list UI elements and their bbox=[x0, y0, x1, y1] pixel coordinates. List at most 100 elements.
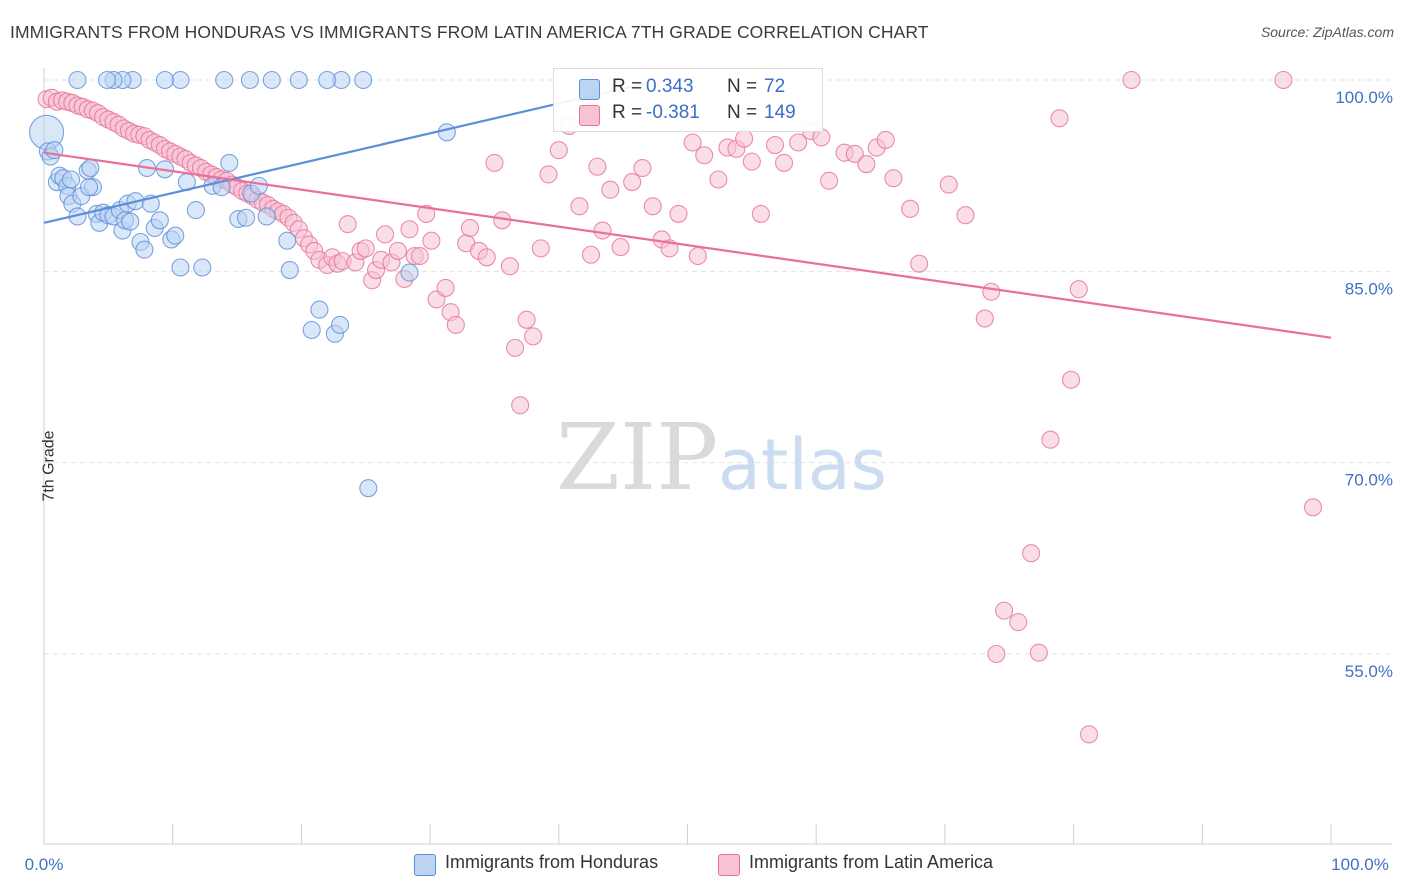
honduras-point bbox=[166, 226, 185, 245]
r-label: R = bbox=[612, 76, 643, 97]
correlation-legend: R = 0.343 N = 72 R = -0.381 N = 149 bbox=[553, 68, 823, 132]
honduras-point bbox=[171, 70, 190, 90]
tick-labels: 100.0% 85.0% 70.0% 55.0% 0.0% 100.0% bbox=[25, 88, 1393, 874]
latin-america-point bbox=[400, 220, 419, 239]
honduras-point bbox=[98, 70, 117, 90]
source-label: Source: ZipAtlas.com bbox=[1260, 24, 1394, 40]
honduras-point bbox=[359, 479, 378, 498]
latin-america-point bbox=[910, 254, 929, 273]
latin-america-point bbox=[901, 199, 920, 218]
honduras-point bbox=[354, 70, 373, 90]
latin-america-point bbox=[1061, 370, 1081, 389]
axes bbox=[43, 68, 1392, 845]
legend-row-honduras: R = 0.343 N = 72 bbox=[554, 75, 822, 101]
latin-america-point bbox=[742, 152, 761, 171]
r-value: 0.343 bbox=[646, 76, 694, 97]
latin-america-point bbox=[1041, 430, 1060, 449]
latin-america-point bbox=[539, 165, 558, 184]
latin-america-point bbox=[1009, 613, 1028, 632]
honduras-point bbox=[186, 201, 205, 220]
latin-america-point bbox=[820, 171, 839, 190]
r-value: -0.381 bbox=[646, 102, 700, 123]
latin-america-point bbox=[388, 241, 407, 260]
latin-america-point bbox=[751, 204, 770, 223]
latin-america-point bbox=[601, 180, 620, 199]
honduras-point bbox=[289, 70, 308, 90]
grid-lines bbox=[44, 79, 1392, 655]
latin-america-point bbox=[338, 215, 357, 234]
legend-swatch-blue bbox=[579, 79, 600, 100]
latin-america-point bbox=[356, 239, 375, 258]
honduras-point bbox=[400, 263, 419, 282]
latin-america-point bbox=[410, 246, 429, 266]
n-value: 149 bbox=[764, 102, 796, 123]
latin-america-point bbox=[688, 246, 707, 266]
latin-america-point bbox=[857, 155, 876, 174]
honduras-point bbox=[240, 70, 259, 90]
honduras-point bbox=[237, 208, 256, 227]
latin-america-point bbox=[593, 221, 612, 240]
honduras-point bbox=[150, 211, 169, 230]
latin-america-point bbox=[709, 170, 728, 189]
n-label: N = bbox=[727, 102, 758, 123]
honduras-point bbox=[193, 258, 212, 277]
latin-america-point bbox=[1029, 643, 1048, 662]
legend-row-latin-america: R = -0.381 N = 149 bbox=[554, 101, 822, 127]
latin-america-point bbox=[1079, 725, 1099, 744]
honduras-point bbox=[61, 170, 81, 189]
latin-america-point bbox=[422, 231, 441, 250]
latin-america-point bbox=[417, 204, 436, 223]
honduras-point bbox=[155, 70, 175, 90]
y-tick-label: 55.0% bbox=[1345, 662, 1393, 681]
watermark: ZIP atlas bbox=[556, 404, 887, 511]
latin-america-point bbox=[876, 130, 895, 150]
latin-america-point bbox=[884, 169, 903, 188]
latin-america-point bbox=[505, 338, 525, 357]
latin-america-point bbox=[1122, 70, 1141, 90]
x-tick-label: 0.0% bbox=[25, 855, 64, 874]
honduras-point bbox=[121, 212, 140, 231]
latin-america-point bbox=[975, 309, 994, 328]
trend-lines bbox=[43, 81, 1332, 339]
r-label: R = bbox=[612, 102, 643, 123]
honduras-point bbox=[310, 300, 329, 319]
latin-america-point bbox=[436, 278, 455, 297]
honduras-point bbox=[437, 123, 456, 142]
latin-america-point bbox=[511, 396, 530, 415]
honduras-point bbox=[171, 258, 190, 277]
latin-america-point bbox=[549, 141, 568, 160]
latin-america-point bbox=[1303, 498, 1323, 517]
latin-america-point bbox=[485, 153, 504, 172]
honduras-point bbox=[262, 70, 281, 90]
latin-america-point bbox=[735, 129, 754, 148]
honduras-point bbox=[220, 153, 239, 172]
latin-america-point bbox=[669, 204, 688, 223]
honduras-point bbox=[330, 315, 350, 334]
y-tick-label: 100.0% bbox=[1335, 88, 1393, 107]
honduras-point bbox=[302, 320, 321, 340]
latin-america-point bbox=[695, 146, 714, 165]
n-label: N = bbox=[727, 76, 758, 97]
honduras-point bbox=[249, 176, 268, 195]
y-axis-label: 7th Grade bbox=[40, 430, 58, 502]
honduras-point bbox=[81, 158, 100, 178]
latin-america-point bbox=[611, 238, 630, 257]
latin-america-point bbox=[524, 327, 543, 346]
latin-america-point bbox=[987, 644, 1006, 664]
latin-america-trend-line bbox=[43, 151, 1332, 339]
latin-america-point bbox=[623, 172, 642, 192]
latin-america-point bbox=[1069, 280, 1088, 299]
y-tick-label: 85.0% bbox=[1345, 279, 1393, 298]
n-value: 72 bbox=[764, 76, 786, 97]
y-tick-label: 70.0% bbox=[1345, 471, 1393, 490]
x-tick-label: 100.0% bbox=[1331, 855, 1389, 874]
latin-america-point bbox=[477, 248, 496, 267]
latin-america-point bbox=[446, 315, 465, 334]
latin-america-point bbox=[774, 153, 794, 172]
latin-america-point bbox=[517, 310, 536, 329]
legend-label: Immigrants from Latin America bbox=[749, 852, 994, 872]
honduras-trend-line bbox=[43, 81, 650, 224]
legend-swatch-blue bbox=[414, 854, 436, 876]
legend-label: Immigrants from Honduras bbox=[445, 852, 659, 872]
